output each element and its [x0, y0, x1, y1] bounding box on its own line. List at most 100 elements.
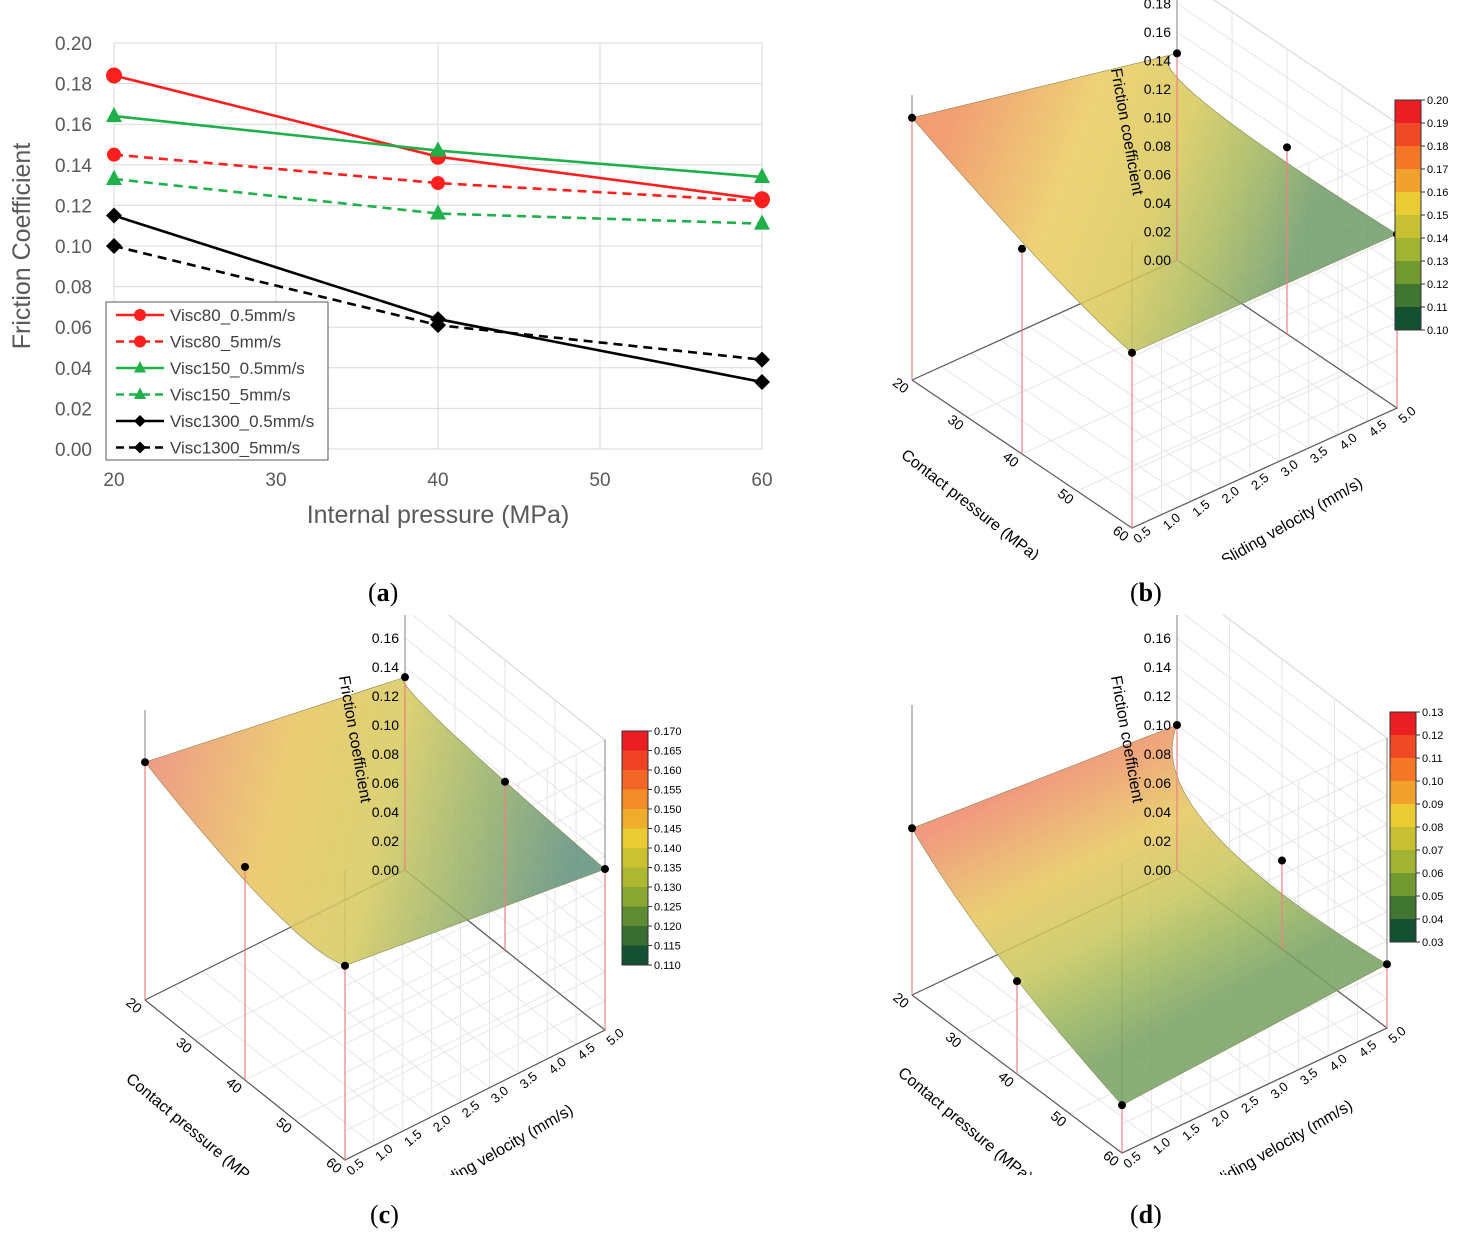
data-point [1118, 1101, 1126, 1110]
y-axis-title: Sliding velocity (mm/s) [1219, 475, 1366, 560]
y-tick-label: 5.0 [603, 1025, 626, 1048]
z-tick-label: 0.12 [1144, 688, 1171, 704]
colorbar-segment [622, 809, 648, 829]
colorbar-label: 0.04 [1422, 914, 1443, 926]
data-point [908, 113, 916, 122]
colorbar-segment [622, 770, 648, 790]
colorbar-segment [1390, 804, 1416, 828]
legend-label: Visc1300_0.5mm/s [170, 412, 314, 431]
data-point [601, 865, 609, 874]
series-line [113, 177, 763, 225]
colorbar-label: 0.150 [654, 804, 682, 816]
colorbar-segment [1390, 919, 1416, 943]
colorbar-label: 0.13 [1427, 256, 1448, 268]
z-tick-label: 0.00 [1144, 252, 1171, 268]
z-tick-label: 0.16 [1144, 630, 1171, 646]
data-point [1128, 348, 1136, 357]
y-tick-label: 0.16 [55, 115, 92, 136]
legend-marker [134, 387, 146, 399]
z-tick-label: 0.06 [372, 775, 399, 791]
colorbar-label: 0.10 [1427, 325, 1448, 337]
surface-chart-c: 0.00 0.02 0.04 0.06 0.08 0.10 0.12 0.14 0.16 0.18… [122, 615, 682, 1175]
data-point [107, 147, 121, 162]
data-point [754, 351, 770, 368]
x-tick-label: 40 [427, 470, 448, 491]
z-tick-label: 0.12 [1144, 81, 1171, 97]
colorbar-label: 0.17 [1427, 164, 1448, 176]
legend-marker [134, 415, 146, 427]
z-tick-label: 0.04 [1144, 195, 1171, 211]
colorbar-label: 0.125 [654, 902, 682, 914]
y-tick-label: 0.08 [55, 278, 92, 299]
data-point [1018, 244, 1026, 253]
colorbar-segment [1395, 100, 1421, 124]
y-tick-label: 0.02 [55, 399, 92, 420]
colorbar-label: 0.155 [654, 785, 682, 797]
legend-label: Visc150_5mm/s [170, 386, 291, 405]
colorbar-segment [1395, 284, 1421, 308]
line-chart-a: 0.00 0.02 0.04 0.06 0.08 0.10 0.12 0.14 0.16 0.18… [8, 34, 773, 529]
colorbar-label: 0.13 [1422, 707, 1443, 719]
colorbar-label: 0.12 [1422, 730, 1443, 742]
legend-label: Visc1300_5mm/s [170, 439, 300, 458]
z-tick-label: 0.10 [1144, 717, 1171, 733]
z-tick-label: 0.18 [1144, 615, 1171, 617]
data-point [1278, 856, 1286, 865]
y-tick-label: 0.04 [55, 359, 92, 380]
legend-label: Visc80_0.5mm/s [170, 306, 295, 325]
colorbar-segment [1390, 712, 1416, 736]
data-point [1283, 143, 1291, 152]
z-tick-label: 0.16 [372, 630, 399, 646]
colorbar-label: 0.135 [654, 863, 682, 875]
x-tick-label: 20 [103, 470, 124, 491]
x-tick-label: 20 [890, 989, 912, 1011]
x-tick-label: 30 [265, 470, 286, 491]
colorbar-segment [622, 887, 648, 907]
legend-marker [134, 361, 146, 373]
z-tick-label: 0.16 [1144, 24, 1171, 40]
z-tick-label: 0.02 [1144, 224, 1171, 240]
colorbar-segment [622, 906, 648, 927]
y-tick-label: 0.12 [55, 196, 92, 217]
x-axis-title: Internal pressure (MPa) [307, 501, 570, 529]
caption-d: (d) [1130, 1200, 1162, 1229]
z-tick-label: 0.06 [1144, 167, 1171, 183]
colorbar-label: 0.11 [1427, 302, 1448, 314]
legend-label: Visc80_5mm/s [170, 333, 281, 352]
z-tick-label: 0.06 [1144, 775, 1171, 791]
z-tick-label: 0.14 [1144, 659, 1171, 675]
z-tick-label: 0.02 [372, 833, 399, 849]
data-point [430, 204, 446, 220]
data-point [430, 317, 446, 334]
y-tick-label: 0.10 [55, 237, 92, 258]
colorbar-label: 0.120 [654, 921, 682, 933]
caption-c: (c) [370, 1200, 399, 1229]
data-point [430, 141, 446, 157]
data-point [241, 862, 249, 871]
data-point [755, 194, 769, 209]
colorbar-label: 0.19 [1427, 118, 1448, 130]
colorbar-segment [1390, 896, 1416, 920]
z-tick-label: 0.04 [1144, 804, 1171, 820]
colorbar-segment [622, 828, 648, 849]
colorbar-label: 0.16 [1427, 187, 1448, 199]
series-1 [107, 147, 769, 209]
data-point [754, 374, 770, 391]
z-tick-label: 0.18 [1144, 0, 1171, 12]
data-point [341, 961, 349, 970]
colorbar-label: 0.115 [654, 941, 681, 953]
z-tick-label: 0.14 [1144, 53, 1171, 69]
data-point [501, 777, 509, 786]
colorbar-label: 0.14 [1427, 233, 1448, 245]
colorbar-segment [1395, 123, 1421, 147]
colorbar-label: 0.12 [1427, 279, 1448, 291]
y-tick-label: 0.18 [55, 75, 92, 96]
legend-marker [134, 441, 146, 454]
data-point [106, 106, 122, 123]
colorbar-label: 0.165 [654, 746, 682, 758]
y-axis-title: Friction Coefficient [8, 143, 36, 350]
colorbar-segment [1395, 307, 1421, 331]
y-tick-label: 0.20 [55, 34, 92, 55]
colorbar-segment [622, 867, 648, 888]
colorbar-label: 0.140 [654, 843, 682, 855]
